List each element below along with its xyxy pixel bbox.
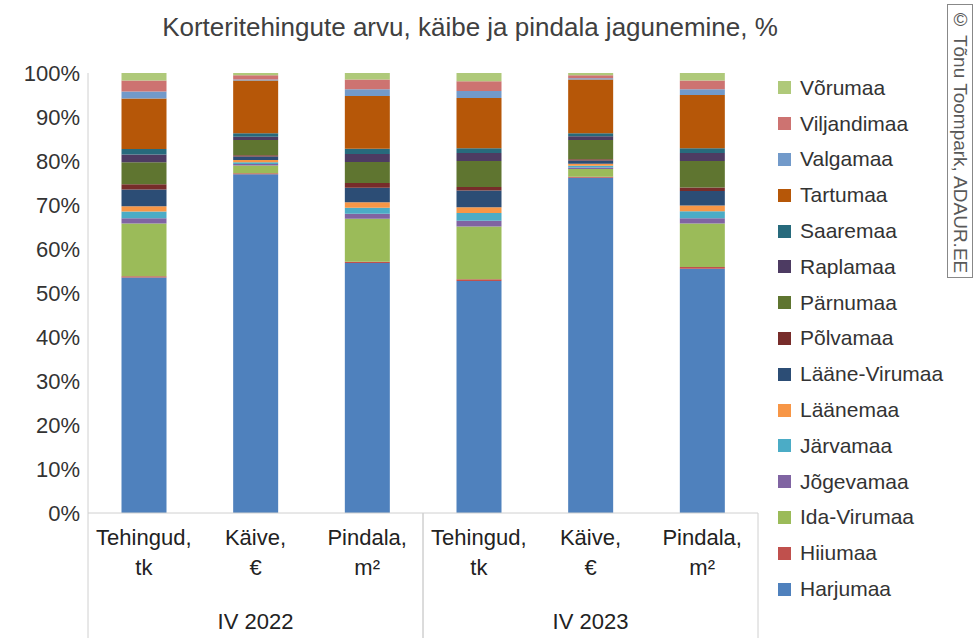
svg-text:€: €	[249, 555, 261, 580]
html-text:Viljandimaa: Viljandimaa	[800, 111, 909, 135]
svg-text:80%: 80%	[36, 149, 80, 174]
html-text:Läänemaa: Läänemaa	[800, 398, 900, 422]
html-text:Hiiumaa: Hiiumaa	[800, 541, 877, 565]
html-text:Harjumaa: Harjumaa	[800, 577, 891, 600]
svg-text:100%: 100%	[24, 61, 80, 86]
svg-text:m²: m²	[689, 555, 715, 580]
svg-text:40%: 40%	[36, 325, 80, 350]
html-text:Ida-Virumaa: Ida-Virumaa	[800, 505, 914, 529]
html-text:Tartumaa: Tartumaa	[800, 183, 888, 207]
html-text:Järvamaa: Järvamaa	[800, 433, 893, 457]
svg-text:50%: 50%	[36, 281, 80, 306]
html-text:Jõgevamaa: Jõgevamaa	[800, 469, 909, 493]
html-text:Valgamaa: Valgamaa	[800, 147, 893, 171]
html-text:Saaremaa: Saaremaa	[800, 219, 897, 243]
svg-text:tk: tk	[470, 555, 488, 580]
svg-text:90%: 90%	[36, 105, 80, 130]
svg-text:Tehingud,: Tehingud,	[431, 525, 526, 550]
svg-text:€: €	[584, 555, 596, 580]
svg-text:Pindala,: Pindala,	[662, 525, 742, 550]
svg-text:IV 2022: IV 2022	[218, 609, 294, 634]
svg-text:0%: 0%	[48, 501, 80, 526]
html-text:Raplamaa: Raplamaa	[800, 254, 896, 278]
svg-text:60%: 60%	[36, 237, 80, 262]
svg-text:Tehingud,: Tehingud,	[96, 525, 191, 550]
svg-text:20%: 20%	[36, 413, 80, 438]
html-text:Põlvamaa: Põlvamaa	[800, 326, 894, 350]
html-text:Korteritehingute arvu, käibe j: Korteritehingute arvu, käibe ja pindala …	[162, 12, 778, 42]
svg-text:m²: m²	[354, 555, 380, 580]
html-text:Lääne-Virumaa: Lääne-Virumaa	[800, 362, 944, 386]
svg-text:IV 2023: IV 2023	[553, 609, 629, 634]
html-text:Võrumaa: Võrumaa	[800, 75, 886, 99]
svg-text:30%: 30%	[36, 369, 80, 394]
svg-text:Käive,: Käive,	[560, 525, 621, 550]
svg-text:Käive,: Käive,	[225, 525, 286, 550]
svg-text:10%: 10%	[36, 457, 80, 482]
html-text:© Tõnu Toompark, ADAUR.EE: © Tõnu Toompark, ADAUR.EE	[950, 9, 971, 274]
svg-text:Pindala,: Pindala,	[327, 525, 407, 550]
html-text:Pärnumaa: Pärnumaa	[800, 290, 897, 314]
svg-text:70%: 70%	[36, 193, 80, 218]
svg-text:tk: tk	[135, 555, 153, 580]
